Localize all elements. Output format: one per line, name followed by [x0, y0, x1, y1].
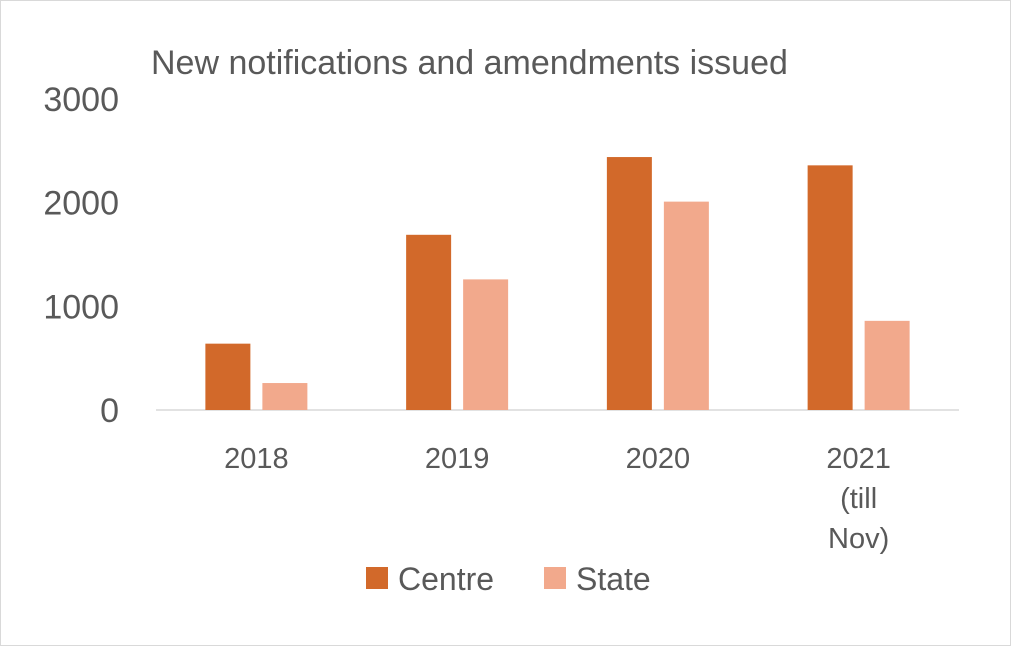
y-tick-label: 3000: [43, 81, 119, 119]
legend-label-state: State: [576, 561, 651, 597]
chart-title: New notifications and amendments issued: [151, 44, 788, 82]
legend-swatch-centre: [366, 567, 388, 589]
bar-state-2: [663, 201, 709, 410]
bar-state-3: [864, 320, 910, 410]
bar-centre-3: [807, 165, 853, 410]
bars-group: [205, 157, 910, 410]
bar-centre-2: [606, 157, 652, 410]
y-tick-label: 1000: [43, 288, 119, 326]
bar-centre-1: [406, 234, 452, 410]
bar-state-1: [463, 279, 509, 410]
bar-centre-0: [205, 343, 251, 410]
y-axis-ticks: 0 1000 2000 3000: [43, 81, 119, 430]
x-axis-ticks: 2018 2019 2020 2021 (till Nov): [224, 443, 891, 555]
legend-label-centre: Centre: [398, 561, 494, 597]
bar-state-0: [262, 383, 308, 410]
x-tick-label: 2019: [425, 443, 490, 475]
x-tick-label: 2018: [224, 443, 289, 475]
y-tick-label: 0: [100, 392, 119, 430]
legend-swatch-state: [544, 567, 566, 589]
y-tick-label: 2000: [43, 185, 119, 223]
x-tick-label: 2021 (till Nov): [826, 443, 891, 555]
legend: Centre State: [366, 561, 651, 597]
x-tick-label: 2020: [626, 443, 691, 475]
